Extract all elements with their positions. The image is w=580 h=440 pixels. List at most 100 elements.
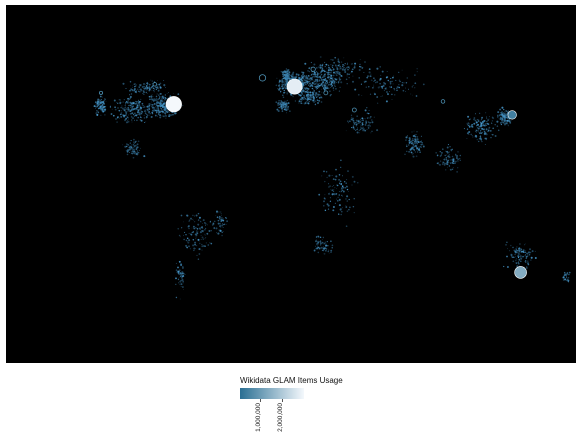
usage-point: [188, 219, 191, 221]
usage-point: [135, 102, 137, 105]
usage-point: [392, 76, 394, 79]
usage-point: [323, 84, 326, 87]
usage-point: [128, 148, 131, 151]
usage-point: [468, 125, 471, 128]
usage-point: [159, 114, 162, 117]
usage-point: [506, 255, 508, 258]
usage-point: [141, 117, 142, 119]
usage-point: [335, 81, 337, 84]
usage-point: [217, 222, 220, 225]
usage-point: [120, 106, 122, 109]
usage-point: [478, 140, 480, 143]
usage-point: [168, 92, 169, 93]
usage-point: [342, 64, 344, 65]
usage-point: [341, 207, 343, 209]
usage-point: [365, 122, 368, 124]
usage-point: [126, 143, 128, 145]
usage-point: [322, 243, 324, 245]
usage-point: [315, 239, 317, 241]
usage-point: [345, 204, 347, 206]
usage-point: [338, 194, 340, 196]
usage-point: [281, 104, 283, 106]
usage-point: [327, 250, 330, 253]
usage-point: [127, 144, 130, 146]
usage-point: [281, 100, 283, 102]
usage-point: [451, 161, 454, 164]
usage-point: [330, 93, 332, 96]
usage-point: [327, 76, 330, 78]
usage-point: [396, 87, 398, 90]
usage-point: [306, 90, 308, 92]
usage-point: [344, 70, 347, 74]
usage-point: [285, 100, 287, 102]
usage-point: [367, 121, 369, 123]
usage-point: [278, 88, 281, 91]
usage-point: [314, 83, 317, 85]
usage-point: [149, 113, 151, 115]
usage-point: [346, 200, 349, 202]
usage-point: [163, 79, 165, 81]
usage-point: [305, 75, 307, 77]
usage-point: [494, 124, 496, 126]
usage-point: [164, 97, 167, 100]
usage-point: [342, 187, 344, 188]
usage-point: [204, 222, 206, 224]
usage-point: [327, 186, 330, 188]
usage-point: [516, 246, 518, 248]
usage-point: [491, 120, 493, 122]
usage-point: [282, 79, 284, 81]
world-map: [6, 5, 576, 363]
usage-point: [321, 175, 323, 177]
usage-point: [143, 105, 145, 106]
usage-point: [394, 89, 396, 91]
usage-point: [352, 205, 355, 208]
usage-point: [446, 151, 449, 154]
usage-point: [291, 74, 293, 76]
usage-point: [333, 61, 335, 64]
usage-point: [193, 219, 194, 221]
usage-point: [318, 193, 321, 196]
usage-point: [334, 187, 336, 189]
usage-point: [373, 77, 375, 79]
usage-point: [340, 61, 343, 63]
usage-point: [162, 106, 164, 108]
usage-point: [150, 87, 152, 89]
usage-point: [341, 210, 343, 213]
usage-point: [530, 256, 533, 259]
usage-point: [359, 66, 362, 68]
usage-point: [141, 104, 143, 106]
usage-point: [132, 148, 135, 151]
usage-point: [156, 107, 159, 109]
usage-point: [129, 110, 132, 112]
usage-point: [161, 104, 163, 107]
usage-point: [504, 111, 506, 113]
usage-point: [188, 227, 190, 230]
usage-point: [341, 189, 344, 192]
usage-point: [286, 83, 287, 84]
usage-point: [305, 98, 307, 100]
usage-point: [289, 77, 292, 80]
usage-point: [95, 104, 97, 106]
usage-point: [439, 164, 441, 166]
usage-point: [334, 202, 336, 204]
usage-point: [278, 100, 280, 102]
usage-point: [218, 211, 220, 213]
usage-point: [327, 68, 330, 71]
usage-point: [566, 278, 568, 280]
usage-point: [162, 108, 164, 110]
usage-point: [130, 85, 132, 87]
usage-point: [179, 275, 182, 278]
usage-point: [334, 72, 336, 74]
usage-point: [310, 95, 312, 97]
usage-point: [505, 110, 508, 113]
usage-point: [416, 68, 418, 70]
usage-point: [298, 93, 300, 96]
usage-point: [316, 88, 317, 90]
usage-point: [134, 119, 136, 121]
usage-point: [311, 73, 313, 75]
usage-point: [522, 256, 524, 258]
usage-point: [406, 77, 408, 79]
usage-point: [322, 250, 324, 251]
usage-point: [483, 128, 485, 131]
usage-point: [222, 224, 224, 226]
